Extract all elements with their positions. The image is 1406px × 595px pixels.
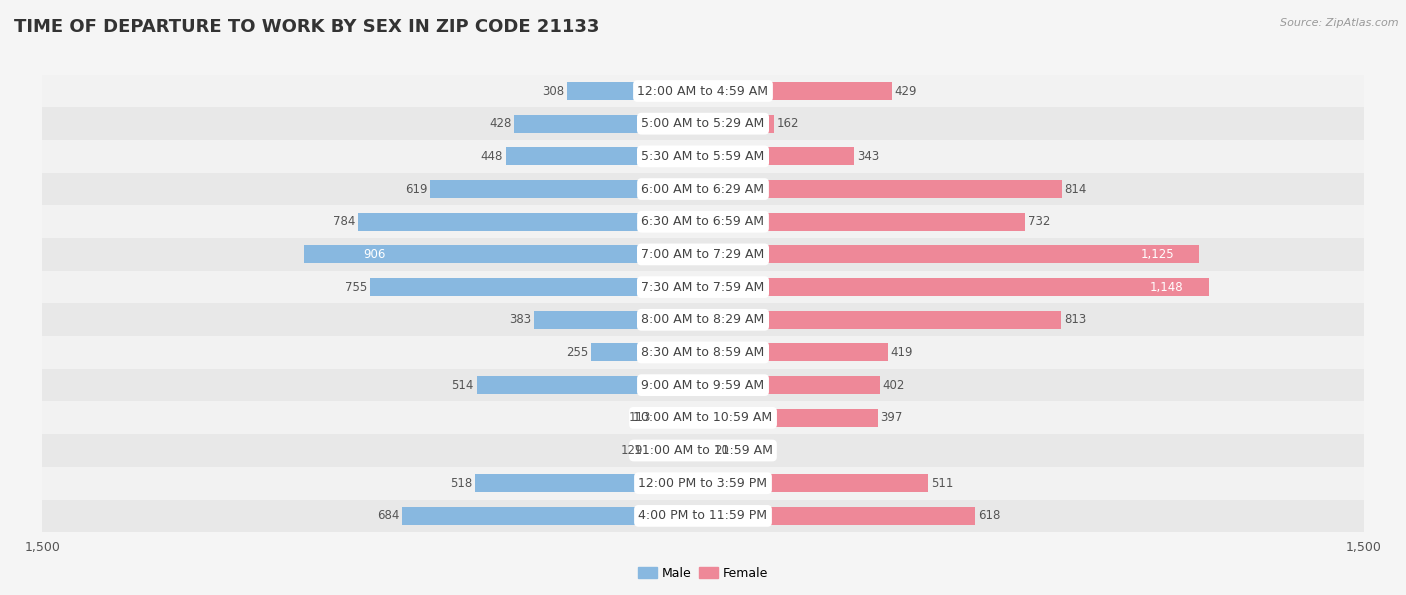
Text: 428: 428 bbox=[489, 117, 512, 130]
Text: 6:00 AM to 6:29 AM: 6:00 AM to 6:29 AM bbox=[641, 183, 765, 196]
Text: 813: 813 bbox=[1064, 314, 1085, 326]
Bar bbox=[42, 467, 1364, 500]
Text: 1,125: 1,125 bbox=[1140, 248, 1174, 261]
Bar bbox=[475, 474, 703, 492]
Bar bbox=[42, 271, 1364, 303]
Bar bbox=[42, 434, 1364, 467]
Bar bbox=[42, 107, 1364, 140]
Text: 619: 619 bbox=[405, 183, 427, 196]
Bar bbox=[430, 180, 703, 198]
Text: 448: 448 bbox=[481, 150, 503, 163]
Legend: Male, Female: Male, Female bbox=[633, 562, 773, 585]
Bar bbox=[703, 148, 853, 165]
Bar bbox=[703, 507, 976, 525]
Bar bbox=[304, 245, 703, 264]
Bar bbox=[370, 278, 703, 296]
Bar bbox=[42, 173, 1364, 205]
Text: 906: 906 bbox=[364, 248, 387, 261]
Bar bbox=[42, 238, 1364, 271]
Text: 429: 429 bbox=[894, 84, 917, 98]
Bar bbox=[477, 376, 703, 394]
Bar bbox=[703, 115, 775, 133]
Bar bbox=[42, 336, 1364, 369]
Text: 10:00 AM to 10:59 AM: 10:00 AM to 10:59 AM bbox=[634, 411, 772, 424]
Text: 11:00 AM to 11:59 AM: 11:00 AM to 11:59 AM bbox=[634, 444, 772, 457]
Text: 419: 419 bbox=[890, 346, 912, 359]
Text: 162: 162 bbox=[778, 117, 800, 130]
Bar bbox=[703, 180, 1062, 198]
Text: 755: 755 bbox=[346, 281, 368, 293]
Text: 518: 518 bbox=[450, 477, 472, 490]
Text: 308: 308 bbox=[543, 84, 565, 98]
Text: 1,148: 1,148 bbox=[1150, 281, 1184, 293]
Bar bbox=[703, 311, 1062, 329]
Bar bbox=[42, 369, 1364, 402]
Text: 343: 343 bbox=[856, 150, 879, 163]
Text: 397: 397 bbox=[880, 411, 903, 424]
Bar bbox=[42, 402, 1364, 434]
Text: 732: 732 bbox=[1028, 215, 1050, 228]
Bar bbox=[703, 409, 877, 427]
Text: 4:00 PM to 11:59 PM: 4:00 PM to 11:59 PM bbox=[638, 509, 768, 522]
Text: 255: 255 bbox=[565, 346, 588, 359]
Text: 5:00 AM to 5:29 AM: 5:00 AM to 5:29 AM bbox=[641, 117, 765, 130]
Bar bbox=[647, 441, 703, 459]
Text: TIME OF DEPARTURE TO WORK BY SEX IN ZIP CODE 21133: TIME OF DEPARTURE TO WORK BY SEX IN ZIP … bbox=[14, 18, 599, 36]
Text: 5:30 AM to 5:59 AM: 5:30 AM to 5:59 AM bbox=[641, 150, 765, 163]
Text: 113: 113 bbox=[628, 411, 651, 424]
Bar bbox=[703, 343, 887, 362]
Text: 784: 784 bbox=[333, 215, 354, 228]
Bar bbox=[506, 148, 703, 165]
Bar bbox=[703, 82, 891, 100]
Text: 8:00 AM to 8:29 AM: 8:00 AM to 8:29 AM bbox=[641, 314, 765, 326]
Text: 9:00 AM to 9:59 AM: 9:00 AM to 9:59 AM bbox=[641, 378, 765, 392]
Text: 20: 20 bbox=[714, 444, 730, 457]
Text: 511: 511 bbox=[931, 477, 953, 490]
Bar bbox=[515, 115, 703, 133]
Bar bbox=[703, 474, 928, 492]
Bar bbox=[703, 376, 880, 394]
Text: 7:00 AM to 7:29 AM: 7:00 AM to 7:29 AM bbox=[641, 248, 765, 261]
Bar bbox=[42, 74, 1364, 107]
Text: 129: 129 bbox=[621, 444, 644, 457]
Bar bbox=[42, 205, 1364, 238]
Bar bbox=[534, 311, 703, 329]
Bar bbox=[567, 82, 703, 100]
Bar bbox=[591, 343, 703, 362]
Bar bbox=[654, 409, 703, 427]
Text: 6:30 AM to 6:59 AM: 6:30 AM to 6:59 AM bbox=[641, 215, 765, 228]
Bar bbox=[42, 140, 1364, 173]
Bar bbox=[42, 500, 1364, 533]
Bar bbox=[703, 213, 1025, 231]
Text: 383: 383 bbox=[509, 314, 531, 326]
Text: 514: 514 bbox=[451, 378, 474, 392]
Text: 12:00 PM to 3:59 PM: 12:00 PM to 3:59 PM bbox=[638, 477, 768, 490]
Text: 402: 402 bbox=[883, 378, 905, 392]
Bar bbox=[703, 441, 711, 459]
Text: 814: 814 bbox=[1064, 183, 1087, 196]
Text: 12:00 AM to 4:59 AM: 12:00 AM to 4:59 AM bbox=[637, 84, 769, 98]
Text: Source: ZipAtlas.com: Source: ZipAtlas.com bbox=[1281, 18, 1399, 28]
Text: 618: 618 bbox=[979, 509, 1000, 522]
Bar bbox=[703, 278, 1209, 296]
Bar bbox=[357, 213, 703, 231]
Text: 7:30 AM to 7:59 AM: 7:30 AM to 7:59 AM bbox=[641, 281, 765, 293]
Bar bbox=[402, 507, 703, 525]
Text: 8:30 AM to 8:59 AM: 8:30 AM to 8:59 AM bbox=[641, 346, 765, 359]
Bar bbox=[42, 303, 1364, 336]
Text: 684: 684 bbox=[377, 509, 399, 522]
Bar bbox=[703, 245, 1198, 264]
